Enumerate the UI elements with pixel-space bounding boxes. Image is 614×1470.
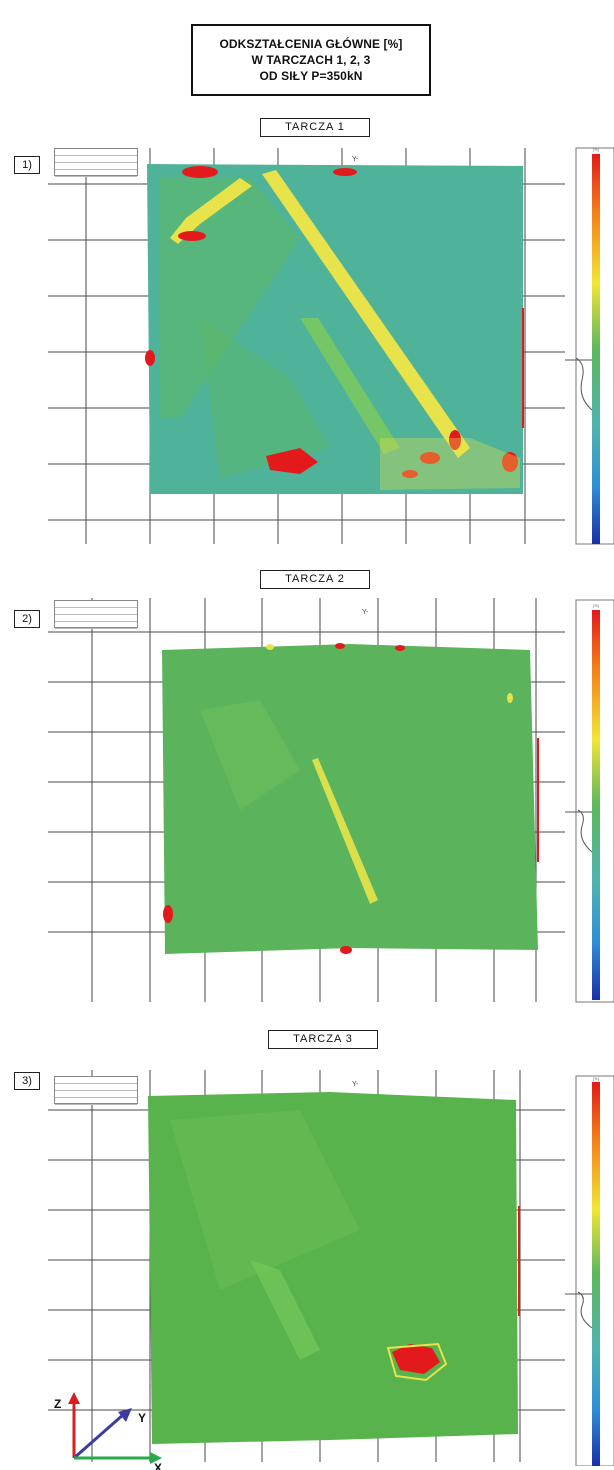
x-axis-label: X: [154, 1461, 162, 1470]
info-table: [54, 1076, 138, 1105]
z-axis-label: Z: [54, 1397, 61, 1411]
info-table: [54, 148, 138, 177]
title-line-1: ODKSZTAŁCENIA GŁÓWNE [%]: [219, 37, 403, 51]
peak-area: [392, 1344, 440, 1374]
strain-field: [162, 644, 538, 954]
strain-map-3: Y- [%]: [48, 1070, 614, 1466]
title-box: ODKSZTAŁCENIA GŁÓWNE [%] W TARCZACH 1, 2…: [191, 24, 431, 96]
colorbar: [592, 1082, 600, 1466]
panel-number: 3): [14, 1072, 40, 1090]
panel-label: TARCZA 2: [260, 570, 370, 589]
colorbar: [592, 610, 600, 1000]
crack-band: [262, 170, 470, 458]
axis-y-label: Y-: [362, 609, 369, 616]
title-line-2: W TARCZACH 1, 2, 3: [251, 53, 371, 67]
axis-y-label: Y-: [352, 1081, 359, 1088]
colorbar-unit: [%]: [593, 147, 599, 152]
y-axis-label: Y: [138, 1411, 146, 1425]
title-line-3: OD SIŁY P=350kN: [259, 69, 363, 83]
colorbar-unit: [%]: [593, 603, 599, 608]
axes-triad: Z Y X: [54, 1392, 162, 1470]
strain-map-2: Y- [%]: [48, 598, 614, 1003]
panel-tarcza-1: TARCZA 1 1): [0, 118, 614, 554]
info-table: [54, 600, 138, 629]
strain-map-1: Y- [%]: [48, 147, 614, 545]
panel-tarcza-3: TARCZA 3 3) Y- [%]: [0, 1030, 614, 1470]
colorbar-unit: [%]: [593, 1076, 599, 1081]
panel-tarcza-2: TARCZA 2 2) Y- [%]: [0, 570, 614, 1020]
peak-area: [182, 166, 218, 178]
colorbar: [592, 154, 600, 544]
panel-number: 2): [14, 610, 40, 628]
panel-label: TARCZA 1: [260, 118, 370, 137]
panel-number: 1): [14, 156, 40, 174]
panel-label: TARCZA 3: [268, 1030, 378, 1049]
axis-y-label: Y-: [352, 156, 359, 163]
